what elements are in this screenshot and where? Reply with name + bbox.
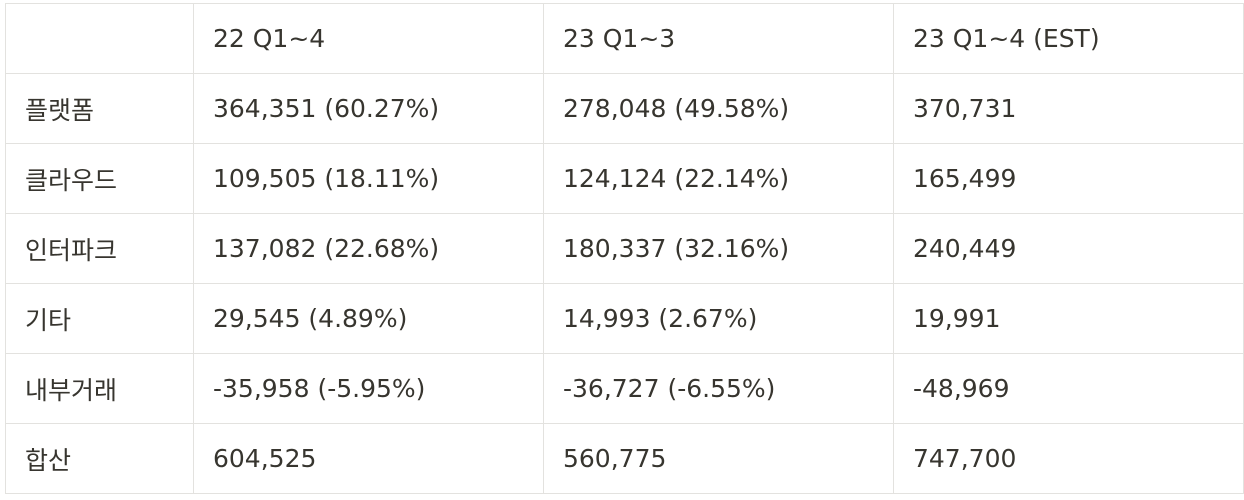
row-label: 플랫폼 bbox=[5, 73, 194, 144]
header-cell-23-q1-4-est: 23 Q1~4 (EST) bbox=[893, 3, 1244, 74]
table-cell: -36,727 (-6.55%) bbox=[543, 353, 894, 424]
row-label: 내부거래 bbox=[5, 353, 194, 424]
header-cell-23-q1-3: 23 Q1~3 bbox=[543, 3, 894, 74]
row-label: 합산 bbox=[5, 423, 194, 494]
header-cell-22-q1-4: 22 Q1~4 bbox=[193, 3, 544, 74]
table-cell: 124,124 (22.14%) bbox=[543, 143, 894, 214]
table-row: 클라우드 109,505 (18.11%) 124,124 (22.14%) 1… bbox=[5, 143, 1244, 214]
header-cell-empty bbox=[5, 3, 194, 74]
table-row: 플랫폼 364,351 (60.27%) 278,048 (49.58%) 37… bbox=[5, 73, 1244, 144]
table-row: 내부거래 -35,958 (-5.95%) -36,727 (-6.55%) -… bbox=[5, 353, 1244, 424]
table-cell: 278,048 (49.58%) bbox=[543, 73, 894, 144]
table-cell: 180,337 (32.16%) bbox=[543, 213, 894, 284]
table-cell: 29,545 (4.89%) bbox=[193, 283, 544, 354]
revenue-table: 22 Q1~4 23 Q1~3 23 Q1~4 (EST) 플랫폼 364,35… bbox=[5, 3, 1244, 494]
table-row: 기타 29,545 (4.89%) 14,993 (2.67%) 19,991 bbox=[5, 283, 1244, 354]
table-cell: 240,449 bbox=[893, 213, 1244, 284]
table-cell: -35,958 (-5.95%) bbox=[193, 353, 544, 424]
table-cell: 747,700 bbox=[893, 423, 1244, 494]
row-label: 기타 bbox=[5, 283, 194, 354]
table-cell: 137,082 (22.68%) bbox=[193, 213, 544, 284]
table-cell: 604,525 bbox=[193, 423, 544, 494]
row-label: 인터파크 bbox=[5, 213, 194, 284]
table-header-row: 22 Q1~4 23 Q1~3 23 Q1~4 (EST) bbox=[5, 3, 1244, 74]
data-table-container: 22 Q1~4 23 Q1~3 23 Q1~4 (EST) 플랫폼 364,35… bbox=[5, 3, 1244, 494]
table-cell: 370,731 bbox=[893, 73, 1244, 144]
table-row-total: 합산 604,525 560,775 747,700 bbox=[5, 423, 1244, 494]
table-cell: 109,505 (18.11%) bbox=[193, 143, 544, 214]
row-label: 클라우드 bbox=[5, 143, 194, 214]
table-cell: 165,499 bbox=[893, 143, 1244, 214]
table-cell: 19,991 bbox=[893, 283, 1244, 354]
table-cell: 14,993 (2.67%) bbox=[543, 283, 894, 354]
table-cell: 560,775 bbox=[543, 423, 894, 494]
table-cell: 364,351 (60.27%) bbox=[193, 73, 544, 144]
table-cell: -48,969 bbox=[893, 353, 1244, 424]
table-row: 인터파크 137,082 (22.68%) 180,337 (32.16%) 2… bbox=[5, 213, 1244, 284]
